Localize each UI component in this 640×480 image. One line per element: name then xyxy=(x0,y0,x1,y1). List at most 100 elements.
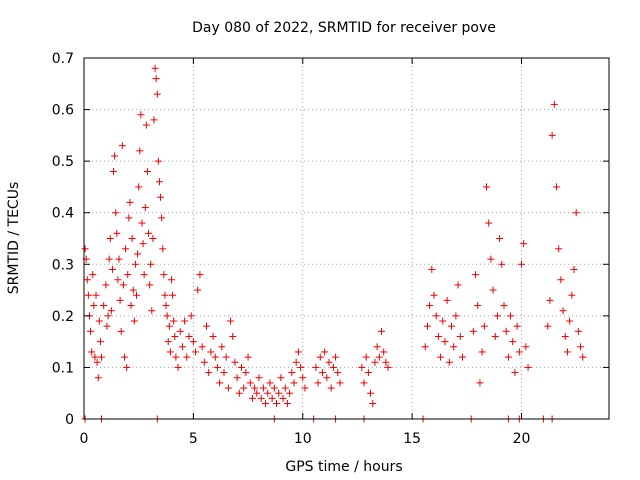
data-point xyxy=(474,302,482,310)
data-point xyxy=(513,322,521,330)
data-point xyxy=(448,322,455,330)
data-point xyxy=(524,363,532,371)
data-point xyxy=(515,348,523,356)
data-point xyxy=(439,317,447,325)
x-tick-label: 15 xyxy=(403,431,421,447)
data-point xyxy=(443,296,451,304)
data-point xyxy=(297,363,305,371)
x-tick-label: 0 xyxy=(80,431,89,447)
data-points xyxy=(81,64,587,423)
data-point xyxy=(364,369,372,377)
data-point xyxy=(161,291,169,299)
data-point xyxy=(178,343,186,351)
data-point xyxy=(279,394,287,402)
data-point xyxy=(518,260,525,268)
data-point xyxy=(283,400,291,408)
data-point xyxy=(172,353,180,361)
data-point xyxy=(544,322,552,330)
data-point xyxy=(160,271,168,279)
data-point xyxy=(362,353,370,361)
data-point xyxy=(257,394,265,402)
data-point xyxy=(114,276,122,284)
data-point xyxy=(126,198,134,206)
data-point xyxy=(472,271,480,279)
data-point xyxy=(491,332,499,340)
data-point xyxy=(133,291,140,299)
data-point xyxy=(134,250,142,258)
data-point xyxy=(231,358,239,366)
data-point xyxy=(316,353,324,361)
x-tick-label: 5 xyxy=(189,431,198,447)
data-point xyxy=(106,235,114,242)
data-point xyxy=(124,271,132,279)
y-tick-label: 0 xyxy=(65,412,74,428)
data-point xyxy=(367,389,375,397)
data-point xyxy=(150,116,158,124)
data-point xyxy=(493,312,501,320)
data-point xyxy=(233,374,241,382)
data-point xyxy=(323,374,331,382)
data-point xyxy=(268,394,276,402)
data-point xyxy=(151,64,159,72)
data-point xyxy=(102,281,110,289)
y-tick-label: 0.3 xyxy=(52,257,74,273)
data-point xyxy=(281,384,289,392)
data-point xyxy=(434,332,442,340)
data-point xyxy=(423,322,431,330)
data-point xyxy=(299,374,307,382)
data-point xyxy=(166,348,174,356)
data-point xyxy=(123,363,131,371)
data-point xyxy=(194,286,202,294)
data-point xyxy=(115,255,123,263)
data-point xyxy=(244,353,252,361)
data-point xyxy=(122,245,130,253)
data-point xyxy=(248,394,256,402)
data-point xyxy=(111,152,119,160)
data-point xyxy=(92,291,100,299)
data-point xyxy=(579,353,587,361)
data-point xyxy=(104,312,112,320)
y-tick-label: 0.1 xyxy=(52,360,74,376)
data-point xyxy=(211,353,219,361)
axis-ticks: 0 0.1 0.2 0.3 0.4 0.5 0.6 0.7 0 5 10 15 20 xyxy=(52,51,609,447)
data-point xyxy=(334,369,342,377)
data-point xyxy=(369,400,377,408)
data-point xyxy=(120,353,128,361)
data-point xyxy=(112,209,120,217)
data-point xyxy=(196,271,204,279)
data-point xyxy=(148,307,156,315)
data-point xyxy=(483,183,490,191)
data-point xyxy=(163,312,171,320)
data-point xyxy=(95,317,103,325)
data-point xyxy=(574,327,582,335)
data-point xyxy=(445,358,453,366)
data-point xyxy=(110,167,118,175)
data-point xyxy=(185,332,193,340)
data-point xyxy=(105,255,113,263)
data-point xyxy=(155,178,163,186)
data-point xyxy=(262,400,270,408)
data-point xyxy=(314,379,322,387)
data-point xyxy=(480,322,488,330)
data-point xyxy=(149,235,157,242)
data-point xyxy=(229,332,237,340)
data-point xyxy=(292,358,300,366)
data-point xyxy=(259,384,267,392)
data-point xyxy=(375,353,383,361)
data-point xyxy=(458,353,466,361)
data-point xyxy=(450,343,458,351)
data-point xyxy=(169,291,177,299)
data-point xyxy=(555,245,563,253)
data-point xyxy=(373,343,381,351)
data-point xyxy=(251,384,259,392)
data-point xyxy=(550,100,558,108)
grid xyxy=(84,58,609,419)
data-point xyxy=(107,307,115,315)
x-tick-label: 10 xyxy=(294,431,312,447)
data-point xyxy=(152,75,160,83)
data-point xyxy=(119,281,127,289)
data-point xyxy=(557,276,565,284)
data-point xyxy=(203,322,210,330)
data-point xyxy=(198,343,206,351)
data-point xyxy=(500,302,508,310)
